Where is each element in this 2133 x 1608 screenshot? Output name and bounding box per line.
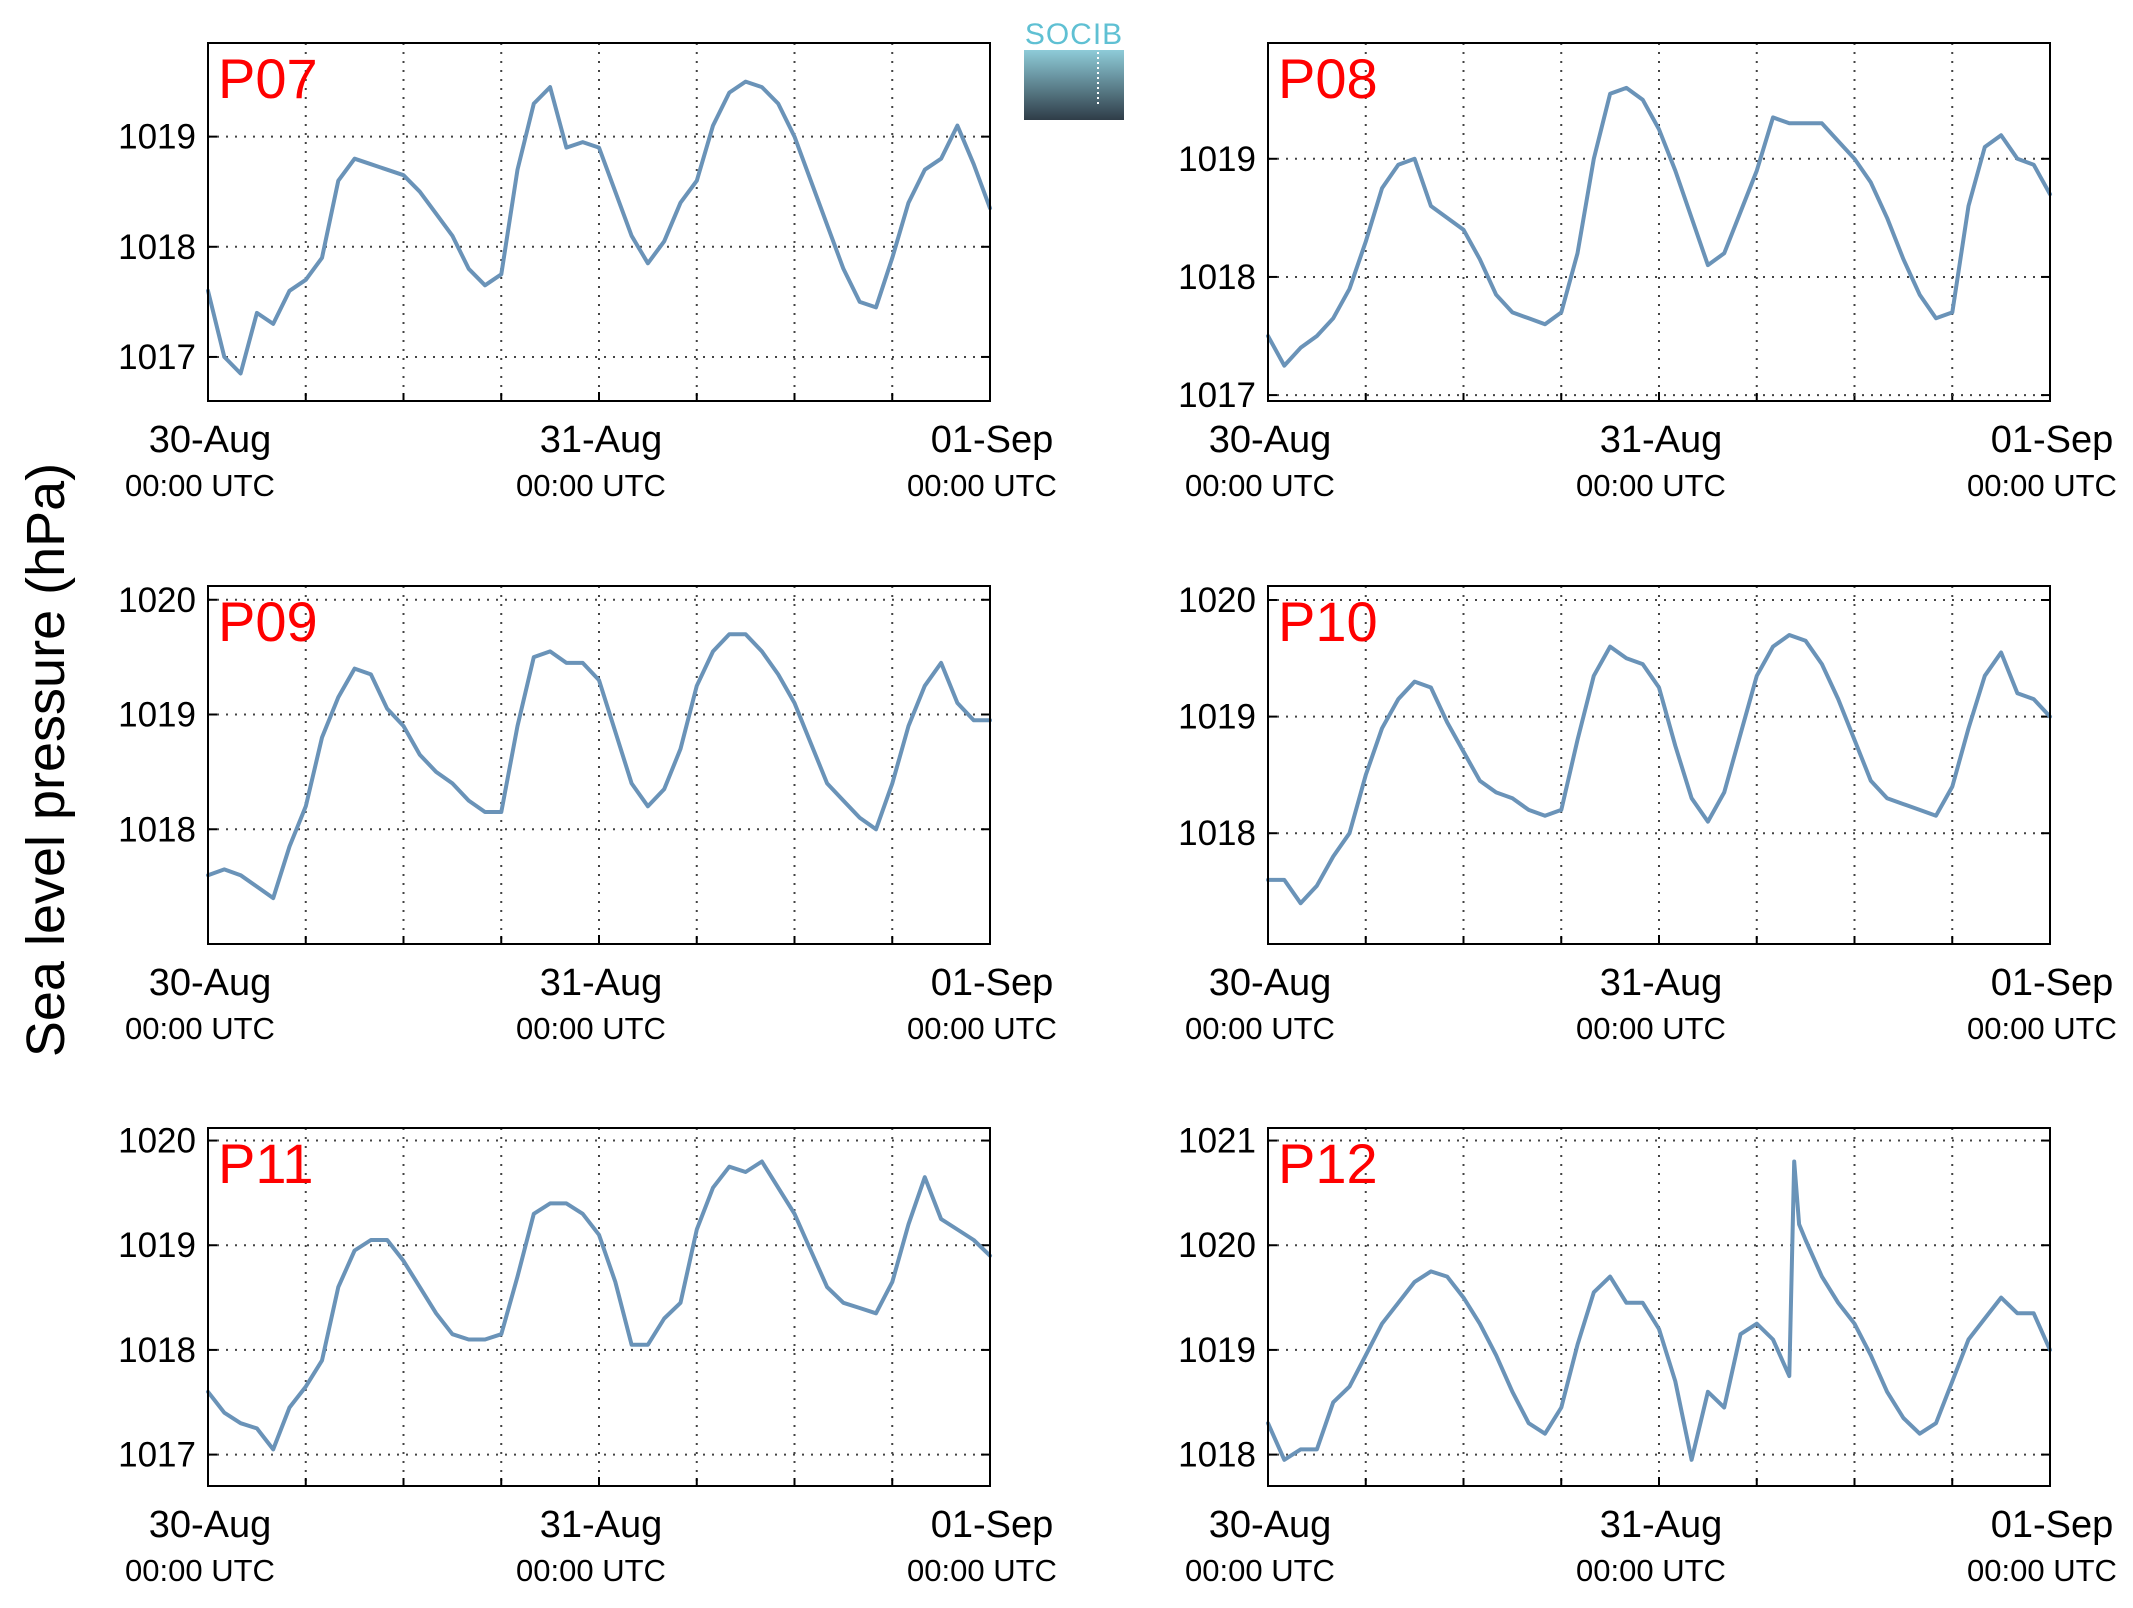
- x-tick-label: 31-Aug: [1600, 1504, 1723, 1546]
- y-tick-label: 1019: [118, 1226, 196, 1265]
- y-tick-label: 1020: [118, 1122, 196, 1161]
- x-tick-sublabel: 00:00 UTC: [516, 1011, 666, 1046]
- axes-frame: [207, 42, 991, 402]
- y-tick-label: 1019: [1178, 698, 1256, 737]
- y-tick-label: 1018: [118, 810, 196, 849]
- x-tick-sublabel: 00:00 UTC: [907, 1011, 1057, 1046]
- axes-frame: [1267, 1127, 2051, 1487]
- panel-p12: 1018 1019 1020 1021 30-Aug 00:00 UTC 31-Aug 00:…: [1178, 1122, 2117, 1588]
- x-tick-label: 01-Sep: [931, 1504, 1054, 1546]
- y-tick-label: 1019: [118, 118, 196, 157]
- x-tick-label: 01-Sep: [931, 962, 1054, 1004]
- x-tick-label: 01-Sep: [1991, 1504, 2114, 1546]
- y-tick-label: 1019: [118, 696, 196, 735]
- y-tick-label: 1019: [1178, 140, 1256, 179]
- axes-frame: [207, 1127, 991, 1487]
- y-tick-label: 1017: [118, 1436, 196, 1475]
- series-line: [1266, 85, 2052, 368]
- series-line: [206, 79, 992, 376]
- y-tick-label: 1018: [118, 1331, 196, 1370]
- x-tick-label: 01-Sep: [1991, 962, 2114, 1004]
- x-tick-sublabel: 00:00 UTC: [1185, 1011, 1335, 1046]
- axes-frame: [207, 585, 991, 945]
- x-tick-sublabel: 00:00 UTC: [125, 468, 275, 503]
- panel-title: P11: [218, 1132, 313, 1195]
- series-line: [206, 632, 992, 901]
- y-tick-label: 1017: [1178, 376, 1256, 415]
- x-tick-sublabel: 00:00 UTC: [1185, 468, 1335, 503]
- x-tick-label: 31-Aug: [540, 419, 663, 461]
- x-tick-sublabel: 00:00 UTC: [1576, 1553, 1726, 1588]
- x-tick-sublabel: 00:00 UTC: [1967, 1011, 2117, 1046]
- x-tick-label: 30-Aug: [149, 419, 272, 461]
- x-tick-label: 30-Aug: [1209, 419, 1332, 461]
- x-tick-sublabel: 00:00 UTC: [516, 1553, 666, 1588]
- y-tick-label: 1018: [1178, 814, 1256, 853]
- y-tick-label: 1020: [1178, 581, 1256, 620]
- socib-logo: SOCIB: [1024, 18, 1124, 120]
- x-tick-sublabel: 00:00 UTC: [1185, 1553, 1335, 1588]
- axes-frame: [1267, 585, 2051, 945]
- x-tick-sublabel: 00:00 UTC: [1576, 1011, 1726, 1046]
- y-tick-label: 1018: [1178, 258, 1256, 297]
- panel-title: P12: [1278, 1132, 1378, 1195]
- y-tick-label: 1020: [1178, 1226, 1256, 1265]
- logo-block: [1024, 50, 1124, 120]
- y-tick-label: 1020: [118, 581, 196, 620]
- x-tick-label: 30-Aug: [1209, 1504, 1332, 1546]
- y-tick-label: 1018: [1178, 1436, 1256, 1475]
- x-tick-sublabel: 00:00 UTC: [907, 1553, 1057, 1588]
- x-tick-label: 30-Aug: [1209, 962, 1332, 1004]
- y-tick-label: 1019: [1178, 1331, 1256, 1370]
- y-tick-label: 1021: [1178, 1122, 1256, 1161]
- panel-title: P09: [218, 590, 318, 653]
- x-tick-sublabel: 00:00 UTC: [1967, 1553, 2117, 1588]
- panel-title: P07: [218, 47, 318, 110]
- panel-title: P10: [1278, 590, 1378, 653]
- x-tick-label: 01-Sep: [1991, 419, 2114, 461]
- x-tick-sublabel: 00:00 UTC: [125, 1553, 275, 1588]
- panel-p08: 1017 1018 1019 30-Aug 00:00 UTC 31-Aug 00:00 U…: [1178, 42, 2117, 503]
- x-tick-sublabel: 00:00 UTC: [1576, 468, 1726, 503]
- x-tick-label: 30-Aug: [149, 962, 272, 1004]
- x-tick-label: 31-Aug: [1600, 962, 1723, 1004]
- series-line: [1266, 1159, 2052, 1462]
- y-tick-label: 1017: [118, 338, 196, 377]
- panel-p10: 1018 1019 1020 30-Aug 00:00 UTC 31-Aug 00:00 U…: [1178, 581, 2117, 1046]
- y-tick-label: 1018: [118, 228, 196, 267]
- x-tick-sublabel: 00:00 UTC: [516, 468, 666, 503]
- x-tick-label: 30-Aug: [149, 1504, 272, 1546]
- x-tick-label: 31-Aug: [540, 1504, 663, 1546]
- logo-text: SOCIB: [1025, 18, 1123, 51]
- panel-p11: 1017 1018 1019 1020 30-Aug 00:00 UTC 31-Aug 00:…: [118, 1122, 1057, 1588]
- series-line: [1266, 633, 2052, 906]
- x-tick-sublabel: 00:00 UTC: [1967, 468, 2117, 503]
- x-tick-sublabel: 00:00 UTC: [907, 468, 1057, 503]
- x-tick-sublabel: 00:00 UTC: [125, 1011, 275, 1046]
- panel-title: P08: [1278, 47, 1378, 110]
- panel-p09: 1018 1019 1020 30-Aug 00:00 UTC 31-Aug 00:00 U…: [118, 581, 1057, 1046]
- x-tick-label: 31-Aug: [540, 962, 663, 1004]
- x-tick-label: 31-Aug: [1600, 419, 1723, 461]
- series-line: [206, 1159, 992, 1452]
- x-tick-label: 01-Sep: [931, 419, 1054, 461]
- axes-frame: [1267, 42, 2051, 402]
- panel-p07: 1017 1018 1019 30-Aug 00:00 UTC 31-Aug 00:00 U…: [118, 42, 1057, 503]
- y-axis-label: Sea level pressure (hPa): [16, 463, 76, 1057]
